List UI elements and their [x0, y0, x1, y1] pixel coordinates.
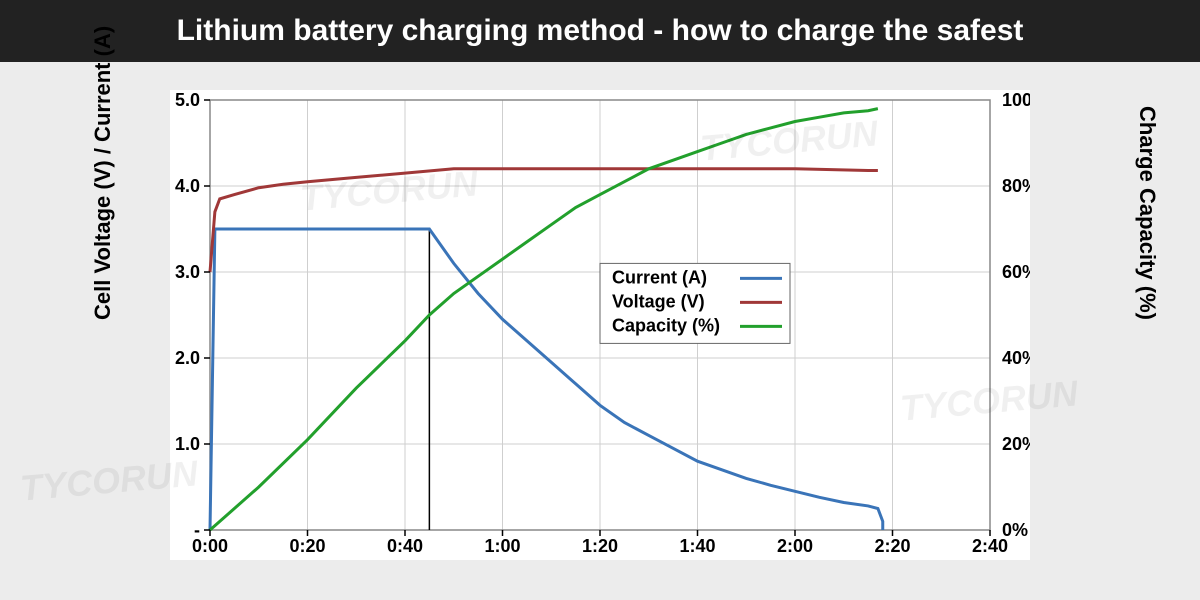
ticks-left: -1.02.03.04.05.0 — [175, 90, 210, 540]
svg-text:2:40: 2:40 — [972, 536, 1008, 556]
page-title: Lithium battery charging method - how to… — [0, 0, 1200, 62]
svg-text:2.0: 2.0 — [175, 348, 200, 368]
svg-text:0:40: 0:40 — [387, 536, 423, 556]
svg-text:100%: 100% — [1002, 90, 1030, 110]
svg-text:Capacity (%): Capacity (%) — [612, 315, 720, 335]
svg-text:40%: 40% — [1002, 348, 1030, 368]
svg-text:3.0: 3.0 — [175, 262, 200, 282]
svg-text:Voltage (V): Voltage (V) — [612, 291, 705, 311]
svg-text:1:20: 1:20 — [582, 536, 618, 556]
y-axis-label-right: Charge Capacity (%) — [1134, 106, 1160, 320]
legend: Current (A) Voltage (V) Capacity (%) — [600, 263, 790, 343]
ticks-right: 0%20%40%60%80%100% — [1002, 90, 1030, 540]
svg-text:4.0: 4.0 — [175, 176, 200, 196]
svg-text:1.0: 1.0 — [175, 434, 200, 454]
svg-text:Current (A): Current (A) — [612, 267, 707, 287]
ticks-bottom: 0:00 0:20 0:40 1:00 1:20 1:40 2:00 2:20 2:40 — [192, 530, 1008, 556]
svg-text:20%: 20% — [1002, 434, 1030, 454]
svg-text:2:20: 2:20 — [874, 536, 910, 556]
svg-text:80%: 80% — [1002, 176, 1030, 196]
svg-text:1:00: 1:00 — [484, 536, 520, 556]
svg-text:1:40: 1:40 — [679, 536, 715, 556]
svg-text:2:00: 2:00 — [777, 536, 813, 556]
svg-text:60%: 60% — [1002, 262, 1030, 282]
svg-text:5.0: 5.0 — [175, 90, 200, 110]
y-axis-label-left: Cell Voltage (V) / Current (A) — [90, 26, 116, 320]
chart: -1.02.03.04.05.0 0%20%40%60%80%100% 0:00… — [170, 90, 1030, 560]
svg-text:0:00: 0:00 — [192, 536, 228, 556]
svg-text:0:20: 0:20 — [289, 536, 325, 556]
